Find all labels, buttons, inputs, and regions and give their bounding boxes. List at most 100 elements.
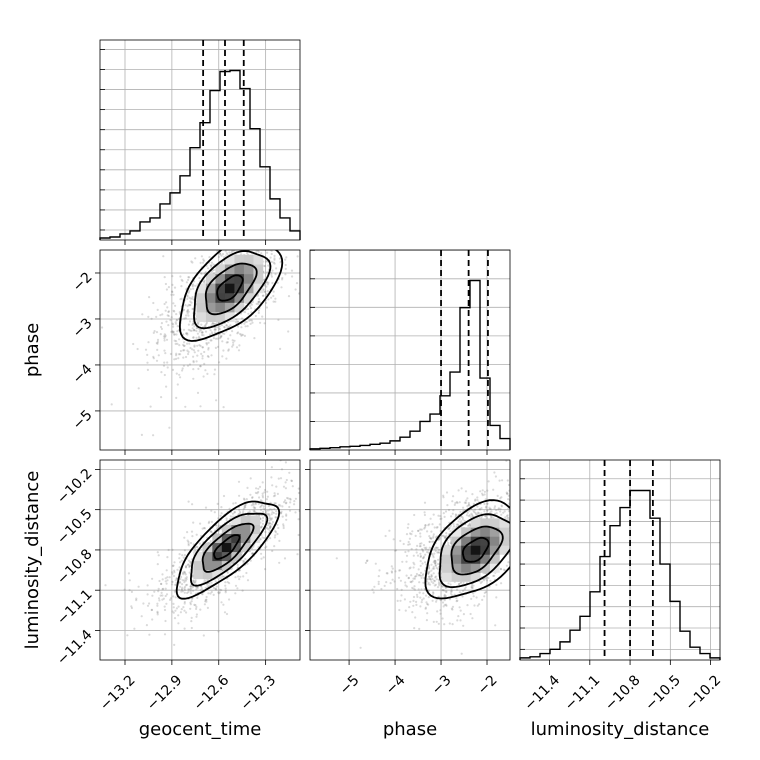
density-cell (224, 264, 235, 275)
sample-point (172, 330, 175, 333)
density-cell (205, 312, 216, 322)
xtick-label-geocent_time: −12.6 (191, 672, 233, 714)
sample-point (164, 352, 167, 355)
sample-point (221, 253, 225, 256)
sample-point (163, 361, 166, 364)
density-cell (499, 545, 510, 555)
sample-point (181, 586, 184, 589)
pair-panel-phase-luminosity_distance (309, 459, 529, 661)
sample-point (281, 248, 283, 250)
sample-point (402, 542, 405, 546)
sample-point (249, 246, 251, 248)
sample-point (258, 496, 261, 499)
sample-point (190, 597, 194, 600)
sample-point (412, 604, 415, 607)
sample-point (413, 563, 416, 566)
density-cell (224, 302, 235, 313)
sample-point (202, 634, 205, 637)
sample-point (272, 261, 275, 264)
sample-point (424, 524, 427, 527)
sample-point (396, 599, 399, 603)
sample-point (512, 535, 514, 537)
sample-point (209, 264, 212, 267)
density-cell (243, 292, 254, 303)
sample-point (191, 307, 194, 311)
sample-point (521, 532, 523, 534)
sample-point (517, 514, 519, 516)
density-cell (489, 536, 500, 546)
sample-point (377, 575, 380, 578)
sample-point (242, 561, 245, 564)
sample-point (274, 246, 276, 248)
sample-point (410, 581, 413, 584)
sample-point (269, 526, 272, 529)
sample-point (225, 519, 228, 522)
sample-point (200, 331, 204, 334)
sample-point (270, 513, 273, 516)
sample-point (477, 512, 481, 515)
sample-point (267, 528, 270, 531)
sample-point (201, 354, 204, 358)
sample-point (175, 577, 179, 580)
sample-point (180, 608, 183, 611)
sample-point (454, 513, 457, 516)
sample-point (248, 510, 251, 513)
sample-point (191, 327, 194, 330)
sample-point (189, 592, 193, 595)
sample-point (448, 527, 451, 530)
sample-point (161, 462, 163, 464)
sample-point (266, 290, 269, 293)
sample-point (210, 354, 213, 357)
sample-point (217, 591, 220, 594)
sample-point (270, 206, 272, 208)
sample-point (283, 501, 286, 504)
sample-point (413, 585, 416, 588)
sample-point (511, 524, 513, 526)
sample-point (253, 510, 256, 513)
density-cell (489, 545, 500, 555)
sample-point (284, 487, 287, 490)
sample-point (527, 506, 529, 508)
sample-point (495, 509, 498, 512)
sample-point (431, 599, 434, 602)
sample-point (181, 243, 183, 245)
sample-point (183, 587, 186, 590)
sample-point (171, 564, 174, 568)
sample-point (250, 504, 253, 507)
sample-point (249, 493, 252, 496)
sample-point (432, 535, 435, 538)
sample-point (156, 563, 159, 566)
sample-point (434, 549, 437, 553)
sample-point (434, 564, 437, 568)
sample-point (434, 562, 437, 565)
sample-point (206, 606, 209, 610)
sample-point (155, 341, 158, 345)
sample-point (195, 327, 198, 330)
sample-point (182, 349, 185, 352)
sample-point (466, 524, 470, 527)
sample-point (301, 517, 303, 519)
sample-point (274, 516, 277, 519)
sample-point (425, 546, 428, 549)
sample-point (418, 574, 421, 577)
sample-point (431, 540, 434, 543)
sample-point (424, 526, 427, 529)
sample-point (459, 609, 462, 612)
sample-point (435, 620, 438, 623)
grid-lines (310, 460, 510, 660)
sample-point (424, 548, 428, 551)
sample-point (450, 589, 453, 592)
sample-point (421, 574, 424, 577)
sample-point (267, 521, 270, 525)
sample-point (186, 563, 190, 566)
sample-point (396, 587, 399, 591)
sample-point (197, 323, 200, 326)
sample-point (467, 504, 470, 507)
sample-point (228, 251, 231, 254)
sample-point (430, 563, 433, 566)
density-cell (196, 292, 207, 303)
sample-point (485, 505, 488, 508)
sample-point (471, 617, 474, 620)
sample-point (490, 510, 493, 513)
sample-point (431, 567, 434, 570)
